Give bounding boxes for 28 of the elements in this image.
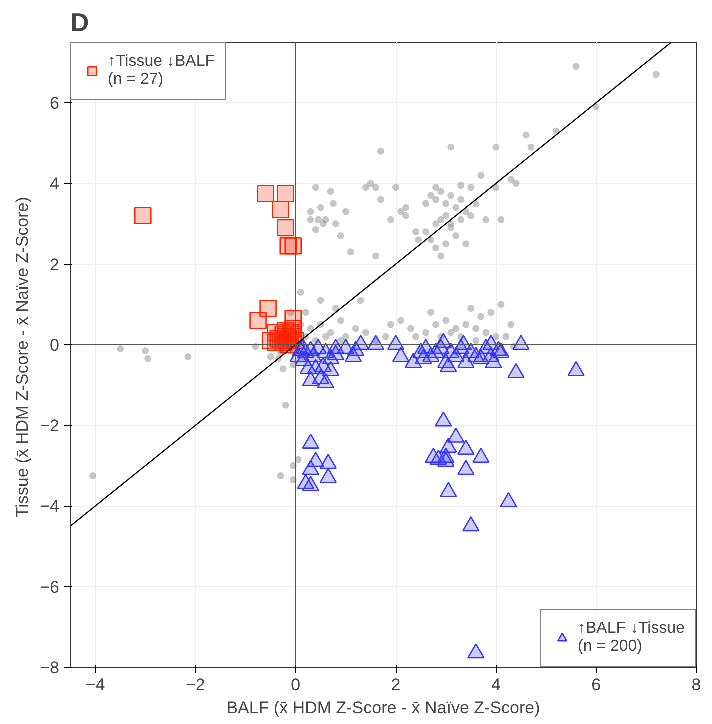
x-axis-title: BALF (x̄ HDM Z-Score - x̄ Naïve Z-Score) <box>226 698 540 718</box>
point <box>267 334 284 352</box>
y-tick-label: 2 <box>50 255 60 274</box>
y-tick-label: 4 <box>50 174 60 194</box>
y-tick-label: 0 <box>50 336 60 355</box>
x-tick-label: 0 <box>291 676 301 694</box>
x-tick-label: −2 <box>186 676 206 694</box>
y-tick-label: −4 <box>40 497 60 516</box>
x-tick-label: 2 <box>391 676 401 694</box>
x-tick-label: 6 <box>592 676 602 694</box>
y-tick-label: −6 <box>40 578 60 597</box>
y-tick-label: −8 <box>40 658 60 678</box>
y-axis-title: Tissue (x̄ HDM Z-Score - x̄ Naïve Z-Score) <box>13 197 32 518</box>
point <box>272 201 290 218</box>
y-tick-label: −2 <box>40 416 60 436</box>
point <box>277 185 294 202</box>
legend-label: ↑BALF ↓Tissue (n = 200) <box>578 620 685 656</box>
point <box>250 312 267 330</box>
point <box>257 185 274 202</box>
y-tick-label: 6 <box>50 94 60 113</box>
point <box>134 207 152 225</box>
legend-label: ↑Tissue ↓BALF (n = 27) <box>108 53 215 89</box>
chart-title: D <box>70 8 90 38</box>
point <box>284 237 302 255</box>
point <box>277 219 294 237</box>
x-tick-label: 4 <box>491 676 501 694</box>
x-tick-label: −4 <box>86 676 106 694</box>
x-tick-label: 8 <box>692 676 702 694</box>
